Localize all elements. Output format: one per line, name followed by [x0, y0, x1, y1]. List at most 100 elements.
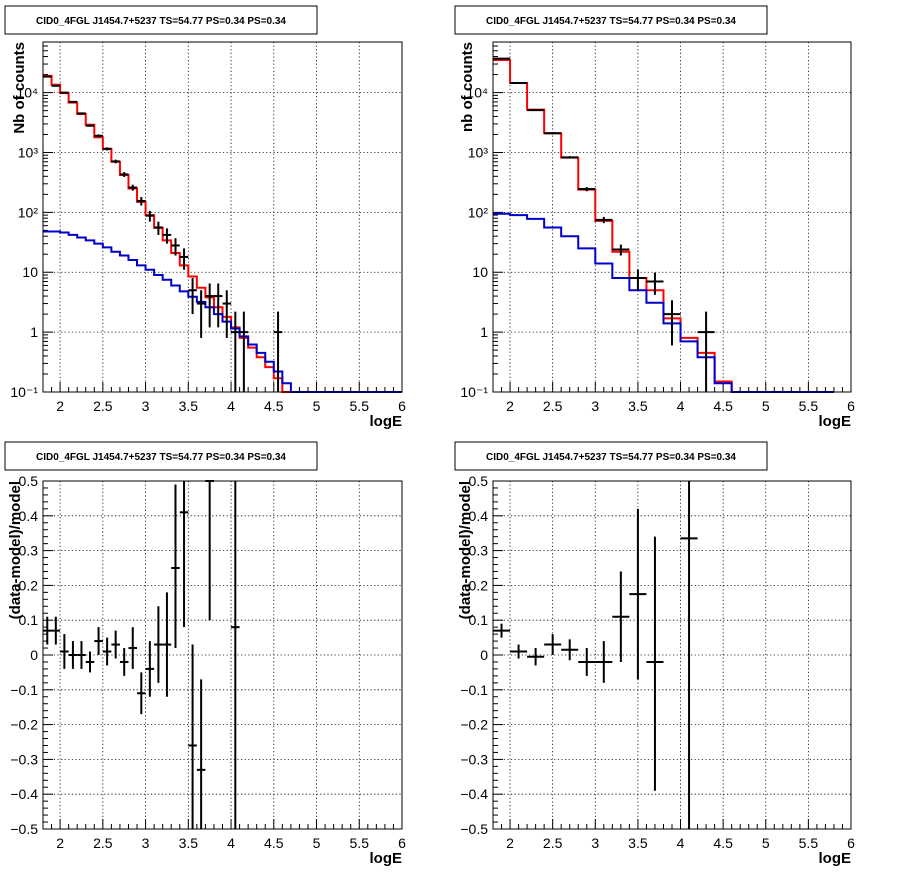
data-point	[171, 484, 180, 649]
x-tick-label: 3.5	[179, 835, 199, 851]
chart-title: CID0_4FGL J1454.7+5237 TS=54.77 PS=0.34 …	[36, 452, 286, 463]
y-tick-label: 0.4	[469, 508, 489, 524]
data-point	[179, 248, 189, 270]
y-tick-label: 10⁴	[16, 85, 38, 101]
data-point	[493, 57, 511, 60]
data-point	[137, 672, 146, 715]
data-point	[646, 536, 664, 791]
y-tick-label: 10	[22, 264, 38, 280]
data-point	[697, 311, 715, 392]
data-point	[239, 311, 249, 392]
data-point	[222, 290, 232, 338]
chart-title: CID0_4FGL J1454.7+5237 TS=54.77 PS=0.34 …	[36, 16, 286, 27]
title-box	[454, 5, 768, 35]
data-point	[77, 641, 86, 669]
data-point	[60, 634, 69, 669]
data-point	[77, 112, 86, 115]
x-axis-title: logE	[819, 413, 852, 430]
y-tick-label: 0.4	[19, 508, 39, 524]
x-tick-label: 5	[762, 835, 770, 851]
data-point	[111, 159, 120, 164]
y-tick-label: 1	[30, 324, 38, 340]
x-tick-label: 3	[142, 398, 150, 414]
x-tick-label: 4	[227, 398, 235, 414]
title-box	[4, 441, 318, 471]
x-tick-label: 2	[506, 835, 514, 851]
data-point	[119, 172, 129, 177]
pad-top-left: 2 2.5 3 3.5 4 4.5 5 5.5 6 10⁻¹ 1 10 10² 10³ 10⁴ logE Nb …	[4, 5, 406, 430]
data-point	[162, 228, 172, 244]
data-point	[60, 91, 69, 94]
data-point	[231, 311, 240, 392]
y-tick-label: 0.1	[19, 612, 39, 628]
data-point	[561, 639, 579, 661]
data-point	[510, 644, 528, 659]
data-point	[527, 109, 545, 112]
y-tick-label: 10³	[468, 144, 489, 160]
x-tick-label: 4	[227, 835, 235, 851]
plot-frame	[492, 480, 852, 830]
y-tick-label: 0.3	[469, 543, 489, 559]
y-tick-label: 0.5	[19, 473, 39, 489]
plot-frame	[42, 480, 403, 830]
data-point	[578, 187, 596, 192]
y-tick-label: 0.3	[19, 543, 39, 559]
y-tick-label: −0.3	[460, 751, 488, 767]
data-point	[663, 300, 681, 346]
x-tick-label: 5	[762, 398, 770, 414]
data-point	[527, 648, 545, 666]
data-point	[561, 156, 579, 159]
y-tick-label: −0.5	[460, 821, 488, 837]
x-tick-label: 2.5	[543, 398, 563, 414]
x-tick-label: 5.5	[350, 398, 370, 414]
data-point	[629, 508, 647, 680]
y-tick-label: 10⁻¹	[460, 384, 488, 400]
y-tick-label: 10	[472, 264, 488, 280]
data-point	[646, 272, 664, 295]
y-axis-title: nb of counts	[459, 42, 476, 132]
data-point	[595, 641, 613, 683]
y-axis-title: (data-model)/model	[7, 481, 24, 619]
data-point	[231, 481, 240, 829]
data-point	[145, 641, 155, 697]
title-box	[454, 441, 768, 471]
data-point	[205, 283, 214, 328]
data-point	[111, 630, 120, 659]
y-tick-label: −0.5	[10, 821, 38, 837]
data-point	[85, 124, 95, 127]
data-point	[544, 131, 562, 135]
x-tick-label: 6	[847, 398, 855, 414]
x-tick-label: 6	[398, 398, 406, 414]
data-point	[102, 637, 112, 666]
data-point	[137, 197, 146, 206]
y-tick-label: 0.1	[469, 612, 489, 628]
data-point	[85, 651, 95, 673]
data-point	[493, 623, 511, 638]
x-axis-title: logE	[370, 850, 403, 867]
pad-bottom-right: 2 2.5 3 3.5 4 4.5 5 5.5 6 −0.5 −0.4 −0.3 −0.2 −0.1 0 0.…	[454, 441, 855, 867]
y-tick-label: 1	[480, 324, 488, 340]
y-tick-label: 0.5	[469, 473, 489, 489]
data-point	[119, 648, 129, 676]
data-point	[510, 81, 528, 84]
x-tick-label: 3	[591, 398, 599, 414]
x-tick-label: 4.5	[264, 835, 284, 851]
data-point	[171, 238, 180, 256]
x-tick-label: 4.5	[713, 835, 733, 851]
y-tick-label: −0.1	[10, 682, 38, 698]
pad-top-right: 2 2.5 3 3.5 4 4.5 5 5.5 6 10⁻¹ 1 10 10² 10³ 10⁴ logE nb …	[454, 5, 855, 430]
histogram-series-red	[43, 74, 402, 393]
x-tick-label: 4.5	[713, 398, 733, 414]
x-tick-label: 4	[677, 398, 685, 414]
data-point	[94, 134, 103, 138]
data-point	[145, 210, 155, 222]
x-tick-label: 2.5	[93, 835, 113, 851]
data-point	[154, 606, 163, 683]
data-point	[154, 221, 163, 235]
y-tick-label: −0.3	[10, 751, 38, 767]
y-tick-label: 10⁻¹	[10, 384, 38, 400]
x-tick-label: 5.5	[799, 398, 819, 414]
data-point	[196, 290, 206, 338]
data-point	[196, 679, 206, 829]
